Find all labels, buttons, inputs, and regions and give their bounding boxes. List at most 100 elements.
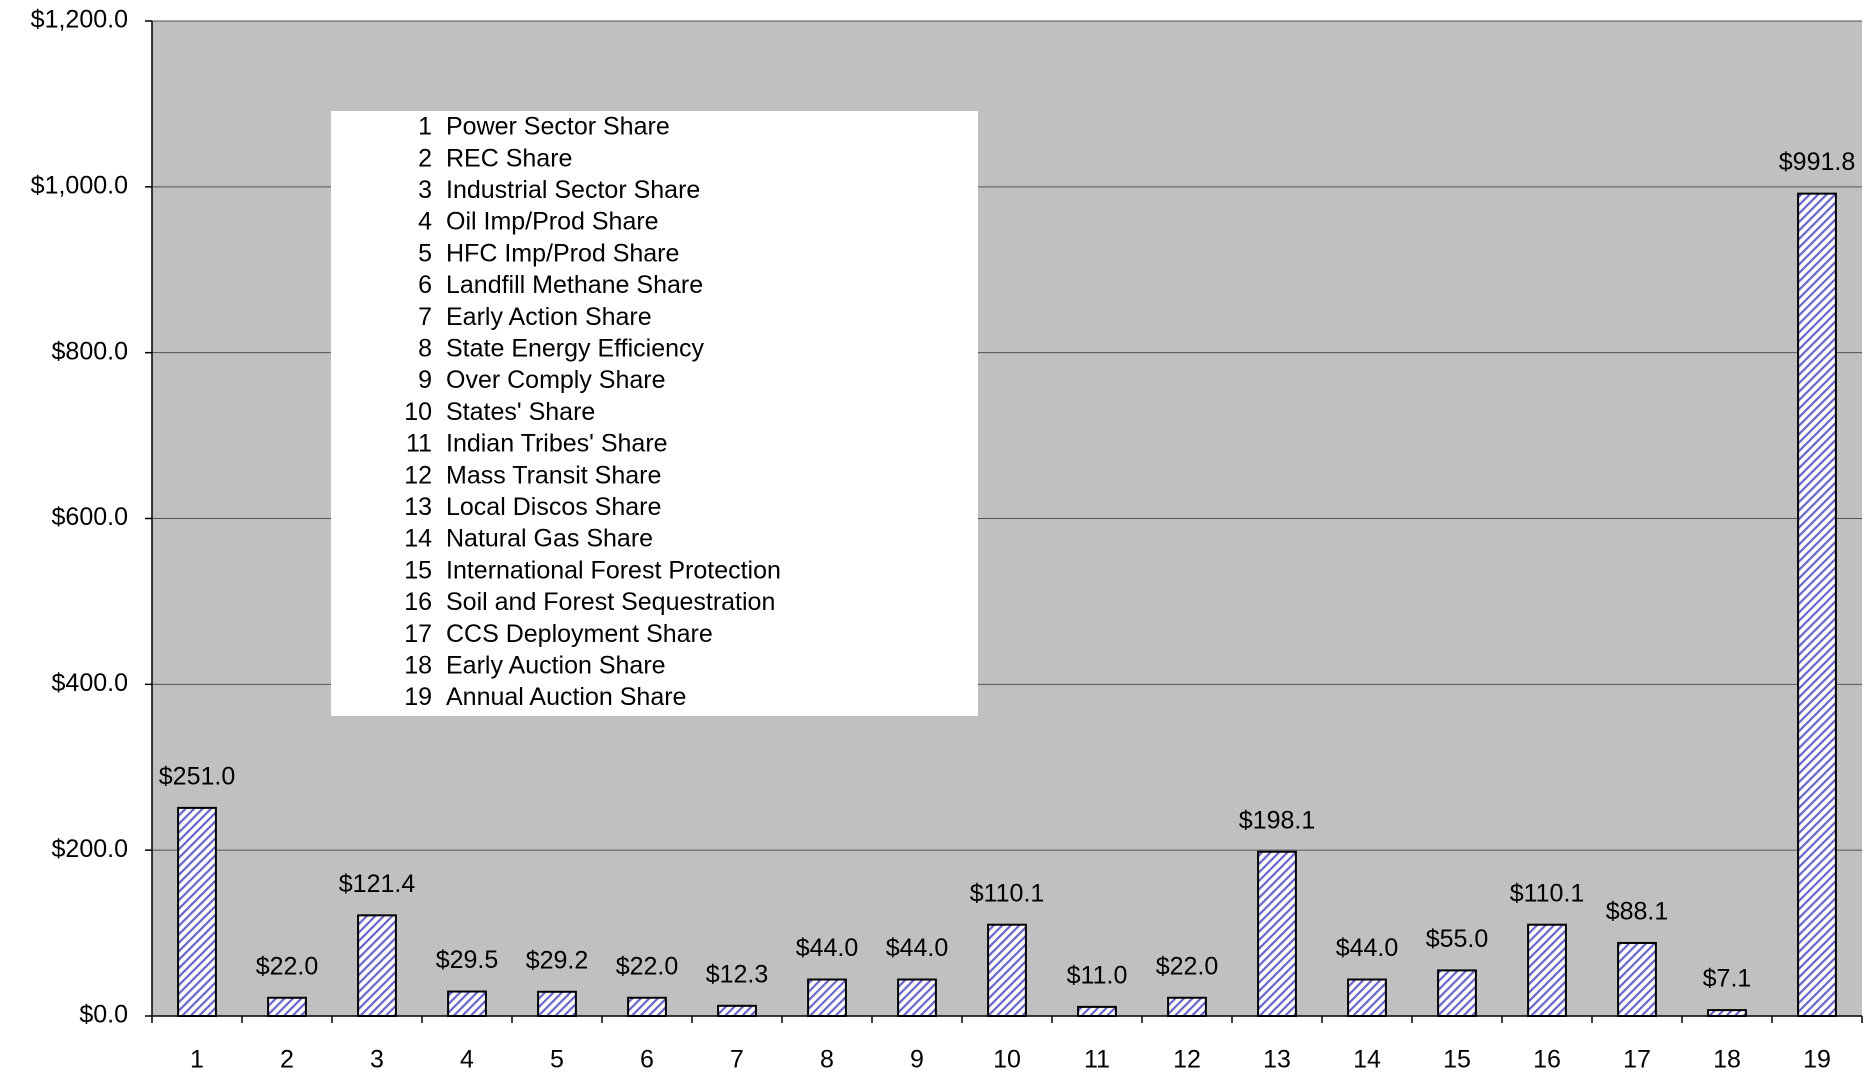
legend-label: Landfill Methane Share: [446, 271, 703, 299]
legend-box: [331, 111, 978, 716]
bar: [897, 978, 937, 1017]
value-label: $88.1: [1606, 898, 1669, 926]
x-tick-label: 16: [1533, 1046, 1561, 1068]
y-tick-label: $200.0: [52, 835, 128, 863]
legend-number: 16: [404, 588, 432, 616]
value-label: $11.0: [1067, 961, 1128, 989]
x-tick-label: 15: [1443, 1046, 1471, 1068]
bar: [1437, 969, 1477, 1017]
legend-label: Mass Transit Share: [446, 461, 661, 489]
legend-number: 7: [418, 303, 432, 331]
legend-label: Soil and Forest Sequestration: [446, 588, 775, 616]
value-label: $29.5: [436, 946, 499, 974]
bar: [627, 996, 667, 1018]
legend-number: 19: [404, 683, 432, 711]
x-tick-label: 8: [820, 1046, 834, 1068]
x-tick-label: 9: [910, 1046, 924, 1068]
x-tick-label: 12: [1173, 1046, 1201, 1068]
value-label: $44.0: [1336, 934, 1399, 962]
x-tick-label: 7: [730, 1046, 744, 1068]
y-tick-label: $0.0: [79, 1001, 128, 1029]
legend-number: 11: [406, 430, 432, 458]
value-label: $121.4: [339, 870, 416, 898]
legend-label: Natural Gas Share: [446, 525, 653, 553]
legend-number: 4: [418, 208, 432, 236]
x-tick-label: 18: [1713, 1046, 1741, 1068]
legend-label: States' Share: [446, 398, 595, 426]
legend-label: Early Auction Share: [446, 652, 666, 680]
x-tick-label: 5: [550, 1046, 564, 1068]
bar: [267, 996, 307, 1018]
x-tick-label: 6: [640, 1046, 654, 1068]
legend-number: 18: [404, 652, 432, 680]
legend-label: State Energy Efficiency: [446, 335, 705, 363]
x-tick-label: 1: [190, 1046, 204, 1068]
legend-number: 13: [404, 493, 432, 521]
bar: [1707, 1009, 1747, 1017]
value-label: $12.3: [706, 960, 769, 988]
bar: [987, 923, 1027, 1017]
bar: [447, 990, 487, 1018]
bar: [1167, 996, 1207, 1018]
y-tick-label: $1,200.0: [31, 6, 128, 34]
legend-number: 14: [404, 525, 432, 553]
value-label: $198.1: [1239, 806, 1315, 834]
legend-label: Local Discos Share: [446, 493, 661, 521]
bar: [537, 990, 577, 1017]
value-label: $991.8: [1779, 148, 1855, 176]
legend-number: 12: [404, 461, 432, 489]
bar: [807, 978, 847, 1017]
legend-number: 10: [404, 398, 432, 426]
y-tick-label: $600.0: [52, 503, 128, 531]
value-label: $55.0: [1426, 925, 1489, 953]
y-tick-label: $1,000.0: [31, 171, 128, 199]
legend-number: 17: [404, 620, 432, 648]
legend-label: HFC Imp/Prod Share: [446, 239, 679, 267]
bar: [1797, 192, 1837, 1017]
value-label: $251.0: [159, 762, 235, 790]
legend-label: Annual Auction Share: [446, 683, 686, 711]
legend-number: 2: [418, 144, 432, 172]
legend-label: International Forest Protection: [446, 556, 781, 584]
x-tick-label: 19: [1803, 1046, 1831, 1068]
x-tick-label: 17: [1623, 1046, 1651, 1068]
value-label: $44.0: [886, 934, 949, 962]
bar: [1077, 1005, 1117, 1017]
x-tick-label: 14: [1353, 1046, 1381, 1068]
legend-number: 5: [418, 239, 432, 267]
value-label: $110.1: [1510, 879, 1585, 907]
bar: [717, 1004, 757, 1018]
bar: [1347, 978, 1387, 1017]
legend-number: 3: [418, 176, 432, 204]
x-tick-label: 2: [280, 1046, 294, 1068]
legend-number: 15: [404, 556, 432, 584]
value-label: $22.0: [616, 952, 679, 980]
legend-label: Industrial Sector Share: [446, 176, 700, 204]
bar: [1257, 850, 1297, 1017]
bar: [1527, 923, 1567, 1017]
bar: [357, 914, 397, 1018]
legend-label: Early Action Share: [446, 303, 652, 331]
legend-label: REC Share: [446, 144, 572, 172]
legend-number: 1: [418, 113, 432, 141]
legend-label: Indian Tribes' Share: [446, 430, 668, 458]
legend-label: CCS Deployment Share: [446, 620, 713, 648]
value-label: $7.1: [1703, 965, 1752, 993]
y-tick-label: $400.0: [52, 669, 128, 697]
value-label: $29.2: [526, 946, 589, 974]
legend-label: Oil Imp/Prod Share: [446, 208, 659, 236]
value-label: $44.0: [796, 934, 859, 962]
value-label: $22.0: [1156, 952, 1219, 980]
legend-number: 8: [418, 335, 432, 363]
bar: [1617, 941, 1657, 1018]
x-tick-label: 10: [993, 1046, 1021, 1068]
x-tick-label: 3: [370, 1046, 384, 1068]
x-tick-label: 4: [460, 1046, 474, 1068]
value-label: $22.0: [256, 952, 319, 980]
legend-label: Over Comply Share: [446, 366, 666, 394]
x-tick-label: 13: [1263, 1046, 1291, 1068]
legend-number: 9: [418, 366, 432, 394]
x-tick-label: 11: [1084, 1046, 1110, 1068]
bar: [177, 806, 217, 1017]
